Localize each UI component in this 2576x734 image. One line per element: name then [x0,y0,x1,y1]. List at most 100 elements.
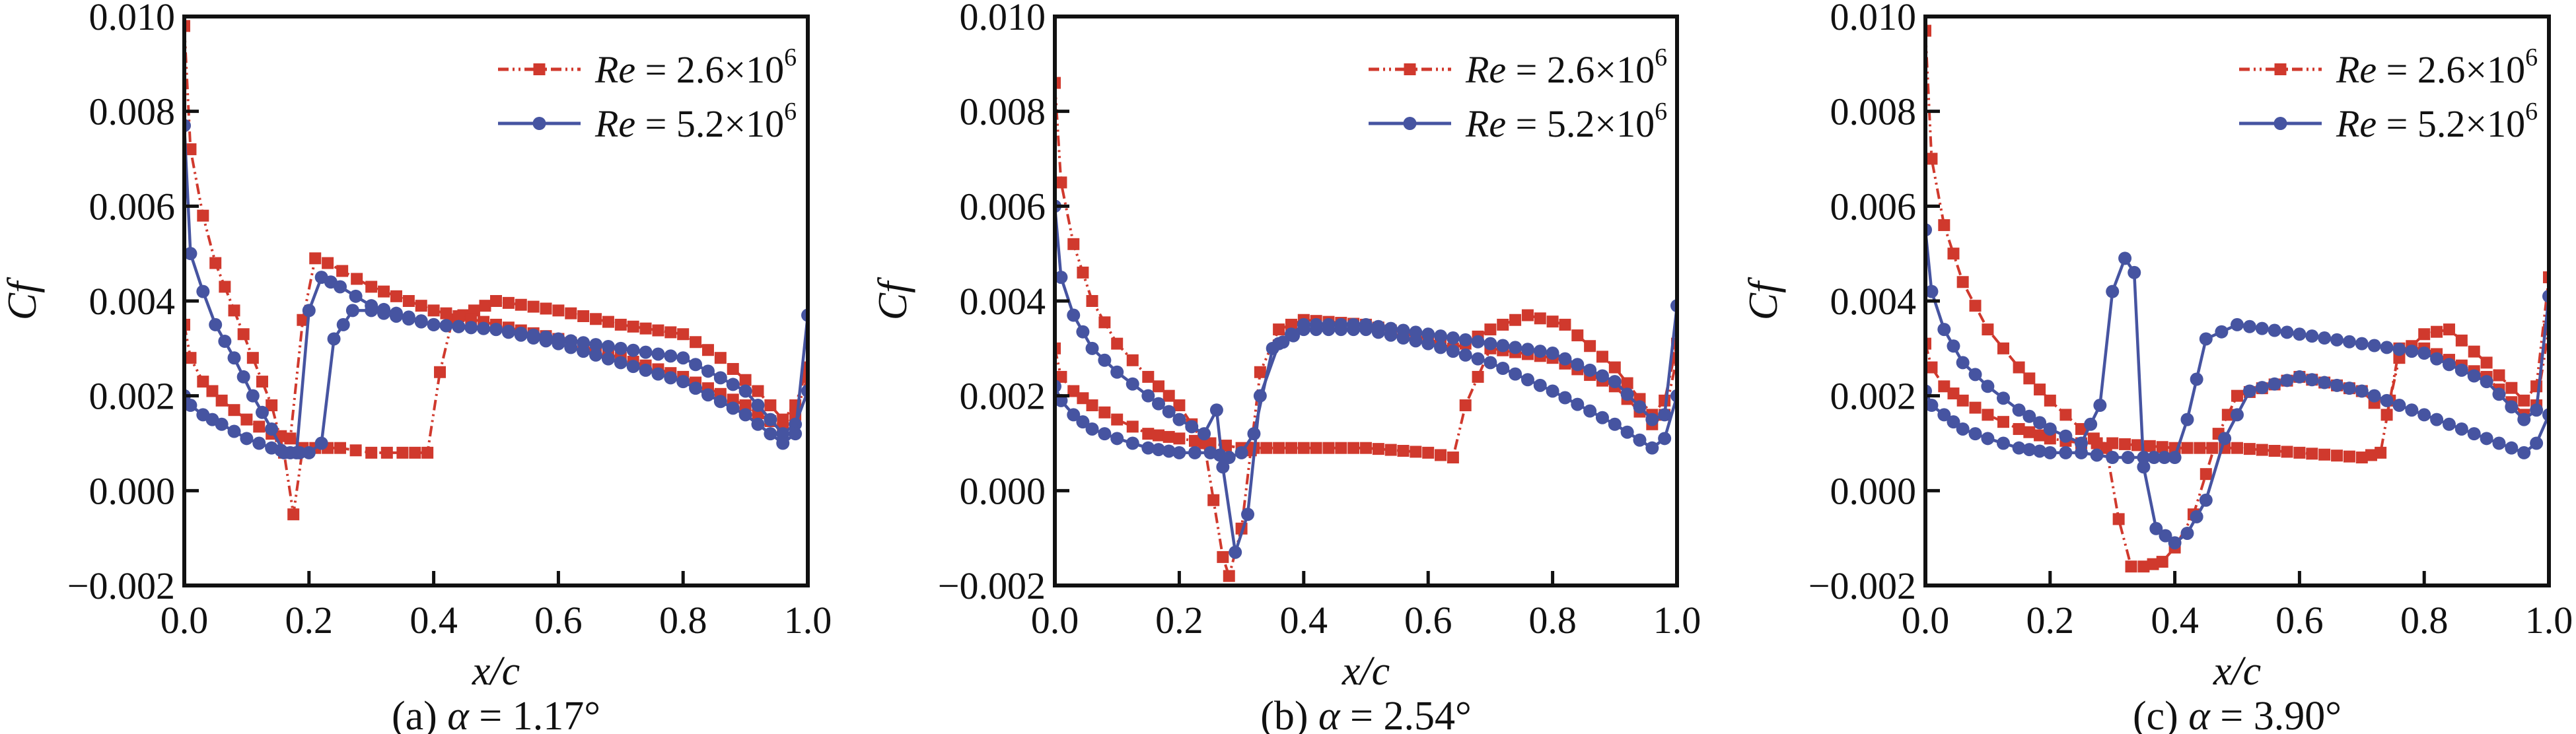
data-point-square [390,290,402,302]
data-point-square [334,442,346,454]
data-point-circle [2106,451,2120,465]
x-tick-label: 0.8 [2400,599,2449,642]
data-point-square [1126,354,1139,366]
y-axis-title: Cf [871,277,915,320]
data-point-square [2125,560,2137,573]
x-tick-label: 0.0 [1031,599,1079,642]
data-point-circle [2330,378,2344,392]
data-point-circle [651,367,665,381]
data-point-square [365,446,378,459]
data-point-circle [452,319,466,333]
data-point-circle [1645,413,1659,426]
data-point-square [2343,450,2355,463]
data-point-square [1322,442,1335,454]
data-point-circle [2159,529,2172,543]
data-point-circle [1583,404,1597,418]
data-point-square [1086,399,1098,412]
x-tick-label: 0.8 [659,599,707,642]
data-point-circle [626,343,640,357]
data-point-circle [639,363,653,377]
x-tick-label: 0.2 [2026,599,2075,642]
data-point-circle [1968,368,1982,382]
caption-prefix: (b) [1260,694,1308,734]
data-point-square [714,352,727,364]
data-point-circle [334,280,347,294]
data-point-square [2268,444,2281,457]
data-point-square [1447,451,1459,464]
legend-circle-marker-icon [532,117,546,130]
data-point-circle [439,319,453,333]
data-point-square [2137,560,2150,573]
data-point-circle [2392,399,2406,413]
data-point-square [256,376,268,388]
data-point-square [690,336,702,349]
data-point-square [1055,370,1067,383]
data-point-circle [1322,323,1336,337]
data-point-circle [2190,510,2203,523]
data-point-circle [489,323,503,337]
data-point-circle [1645,441,1659,455]
data-point-circle [2380,341,2394,354]
legend-label: Re = 2.6×106 [2336,44,2538,91]
data-point-square [336,265,349,277]
data-point-circle [1055,271,1068,284]
data-point-circle [1446,331,1460,345]
data-point-circle [1608,375,1622,389]
data-point-circle [2305,329,2319,343]
data-point-square [1559,318,1571,331]
data-point-circle [1533,378,1547,392]
data-point-circle [1658,408,1672,422]
data-point-square [1297,442,1310,454]
data-point-square [2365,449,2377,461]
legend-square-marker-icon [533,63,546,75]
data-point-circle [726,401,740,415]
legend-re-symbol: Re [1465,48,1506,91]
data-point-square [1077,266,1089,279]
data-point-circle [1162,444,1176,458]
caption-space [1340,694,1351,734]
data-point-square [1534,312,1546,325]
data-point-square [409,446,421,459]
data-point-circle [427,317,441,331]
data-point-circle [1471,352,1485,366]
data-point-circle [215,417,229,431]
data-point-square [1260,442,1273,454]
data-point-square [2200,468,2212,481]
data-point-square [1163,430,1175,443]
data-point-circle [2199,332,2213,346]
data-point-circle [196,284,210,298]
data-point-square [1217,550,1229,563]
data-point-square [2375,446,2387,459]
data-point-circle [2012,441,2026,455]
y-tick-label: 0.006 [89,185,176,228]
x-tick-label: 1.0 [1653,599,1701,642]
data-point-circle [776,427,790,441]
data-point-circle [1247,427,1261,441]
data-point-circle [639,345,653,359]
data-point-circle [2492,436,2506,450]
data-point-square [2181,442,2194,454]
data-point-square [434,366,447,378]
data-point-square [402,295,415,307]
data-point-circle [589,338,603,352]
data-point-square [184,318,190,331]
data-point-circle [764,427,777,441]
data-point-square [777,413,789,426]
data-point-circle [1076,325,1090,339]
data-point-square [2355,451,2368,464]
data-point-circle [1309,323,1323,337]
data-point-square [1410,446,1422,458]
data-point-circle [526,331,540,345]
x-tick-label: 1.0 [2525,599,2573,642]
data-point-square [502,296,515,309]
data-point-circle [738,408,752,422]
y-tick-label: −0.002 [1808,564,1916,607]
data-point-square [2075,422,2087,435]
y-tick-label: 0.004 [1830,280,1917,323]
data-point-square [2106,437,2119,450]
data-point-circle [2417,347,2431,360]
data-point-square [440,307,452,319]
data-point-circle [2268,323,2281,337]
